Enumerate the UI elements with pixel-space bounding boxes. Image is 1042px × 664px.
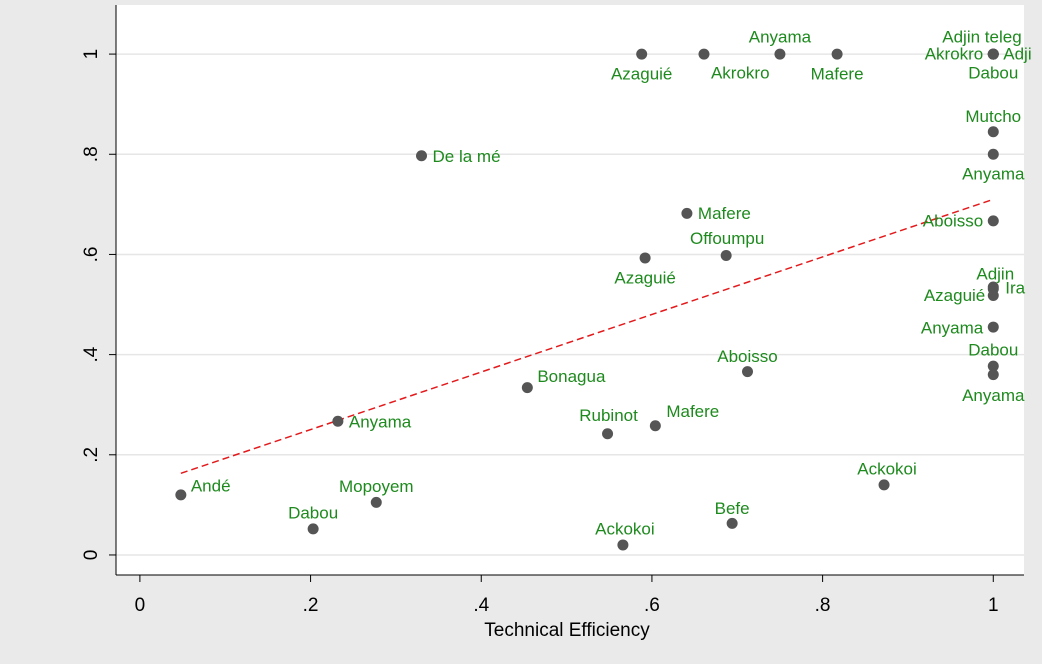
point-label: Befe: [715, 499, 750, 518]
point-label: Offoumpu: [690, 229, 764, 248]
point: [521, 382, 533, 394]
x-tick-label: .4: [473, 595, 489, 616]
point-label: Anyama: [962, 386, 1025, 405]
point: [617, 539, 629, 551]
point-label: Dabou: [288, 503, 338, 522]
point-label: Adjin teleg: [942, 28, 1021, 47]
point: [987, 148, 999, 160]
point-label: Anyama: [749, 28, 812, 47]
point-label: Akrokro: [925, 45, 984, 64]
point-label: Aboisso: [923, 211, 983, 230]
point-label: Anyama: [962, 165, 1025, 184]
point: [987, 126, 999, 138]
point: [742, 366, 754, 378]
point-label: Mutcho: [965, 107, 1021, 126]
point-label: Ackokoi: [595, 519, 655, 538]
y-tick-label: .4: [81, 346, 102, 362]
point: [602, 428, 614, 440]
point-label: Azaguié: [614, 268, 675, 287]
point: [987, 48, 999, 60]
point-label: Adjin: [976, 264, 1014, 283]
point-label: Ira: [1005, 278, 1025, 297]
y-tick-label: .6: [81, 247, 102, 263]
point-label: Anyama: [349, 413, 412, 432]
point: [370, 496, 382, 508]
point: [720, 249, 732, 261]
point-label: Bonagua: [537, 367, 606, 386]
point-label: Mafere: [811, 65, 864, 84]
point-label: Dabou: [968, 64, 1018, 83]
point: [987, 215, 999, 227]
point: [698, 48, 710, 60]
point-label: Mafere: [698, 204, 751, 223]
point-label: Adji: [1003, 45, 1031, 64]
point-label: Mopoyem: [339, 477, 414, 496]
point: [726, 517, 738, 529]
y-tick-label: .8: [81, 146, 102, 162]
point-label: Azaguié: [924, 286, 985, 305]
point-label: Mafere: [666, 402, 719, 421]
point-label: Azaguié: [611, 65, 672, 84]
x-axis-label: Technical Efficiency: [484, 620, 650, 641]
point: [307, 523, 319, 535]
point: [681, 207, 693, 219]
point-label: Aboisso: [717, 347, 777, 366]
point: [636, 48, 648, 60]
point: [987, 321, 999, 333]
point: [332, 415, 344, 427]
point-label: Ackokoi: [857, 459, 917, 478]
x-tick-label: 1: [988, 595, 999, 616]
point: [987, 369, 999, 381]
point-label: Dabou: [968, 341, 1018, 360]
point-label: Rubinot: [579, 406, 638, 425]
y-tick-label: .2: [81, 447, 102, 463]
plot-area: [116, 5, 1024, 575]
y-tick-label: 1: [81, 49, 102, 60]
x-tick-label: .2: [303, 595, 319, 616]
point: [774, 48, 786, 60]
point-label: Anyama: [921, 319, 984, 338]
point: [878, 479, 890, 491]
point: [639, 252, 651, 264]
point: [987, 290, 999, 302]
point-label: Andé: [191, 476, 231, 495]
y-tick-label: 0: [81, 550, 102, 561]
point: [175, 489, 187, 501]
x-tick-label: .6: [644, 595, 660, 616]
point-label: De la mé: [433, 147, 501, 166]
point: [416, 150, 428, 162]
point: [987, 360, 999, 372]
point-label: Akrokro: [711, 64, 770, 83]
point: [831, 48, 843, 60]
x-tick-label: 0: [135, 595, 146, 616]
point: [649, 420, 661, 432]
x-tick-label: .8: [815, 595, 831, 616]
